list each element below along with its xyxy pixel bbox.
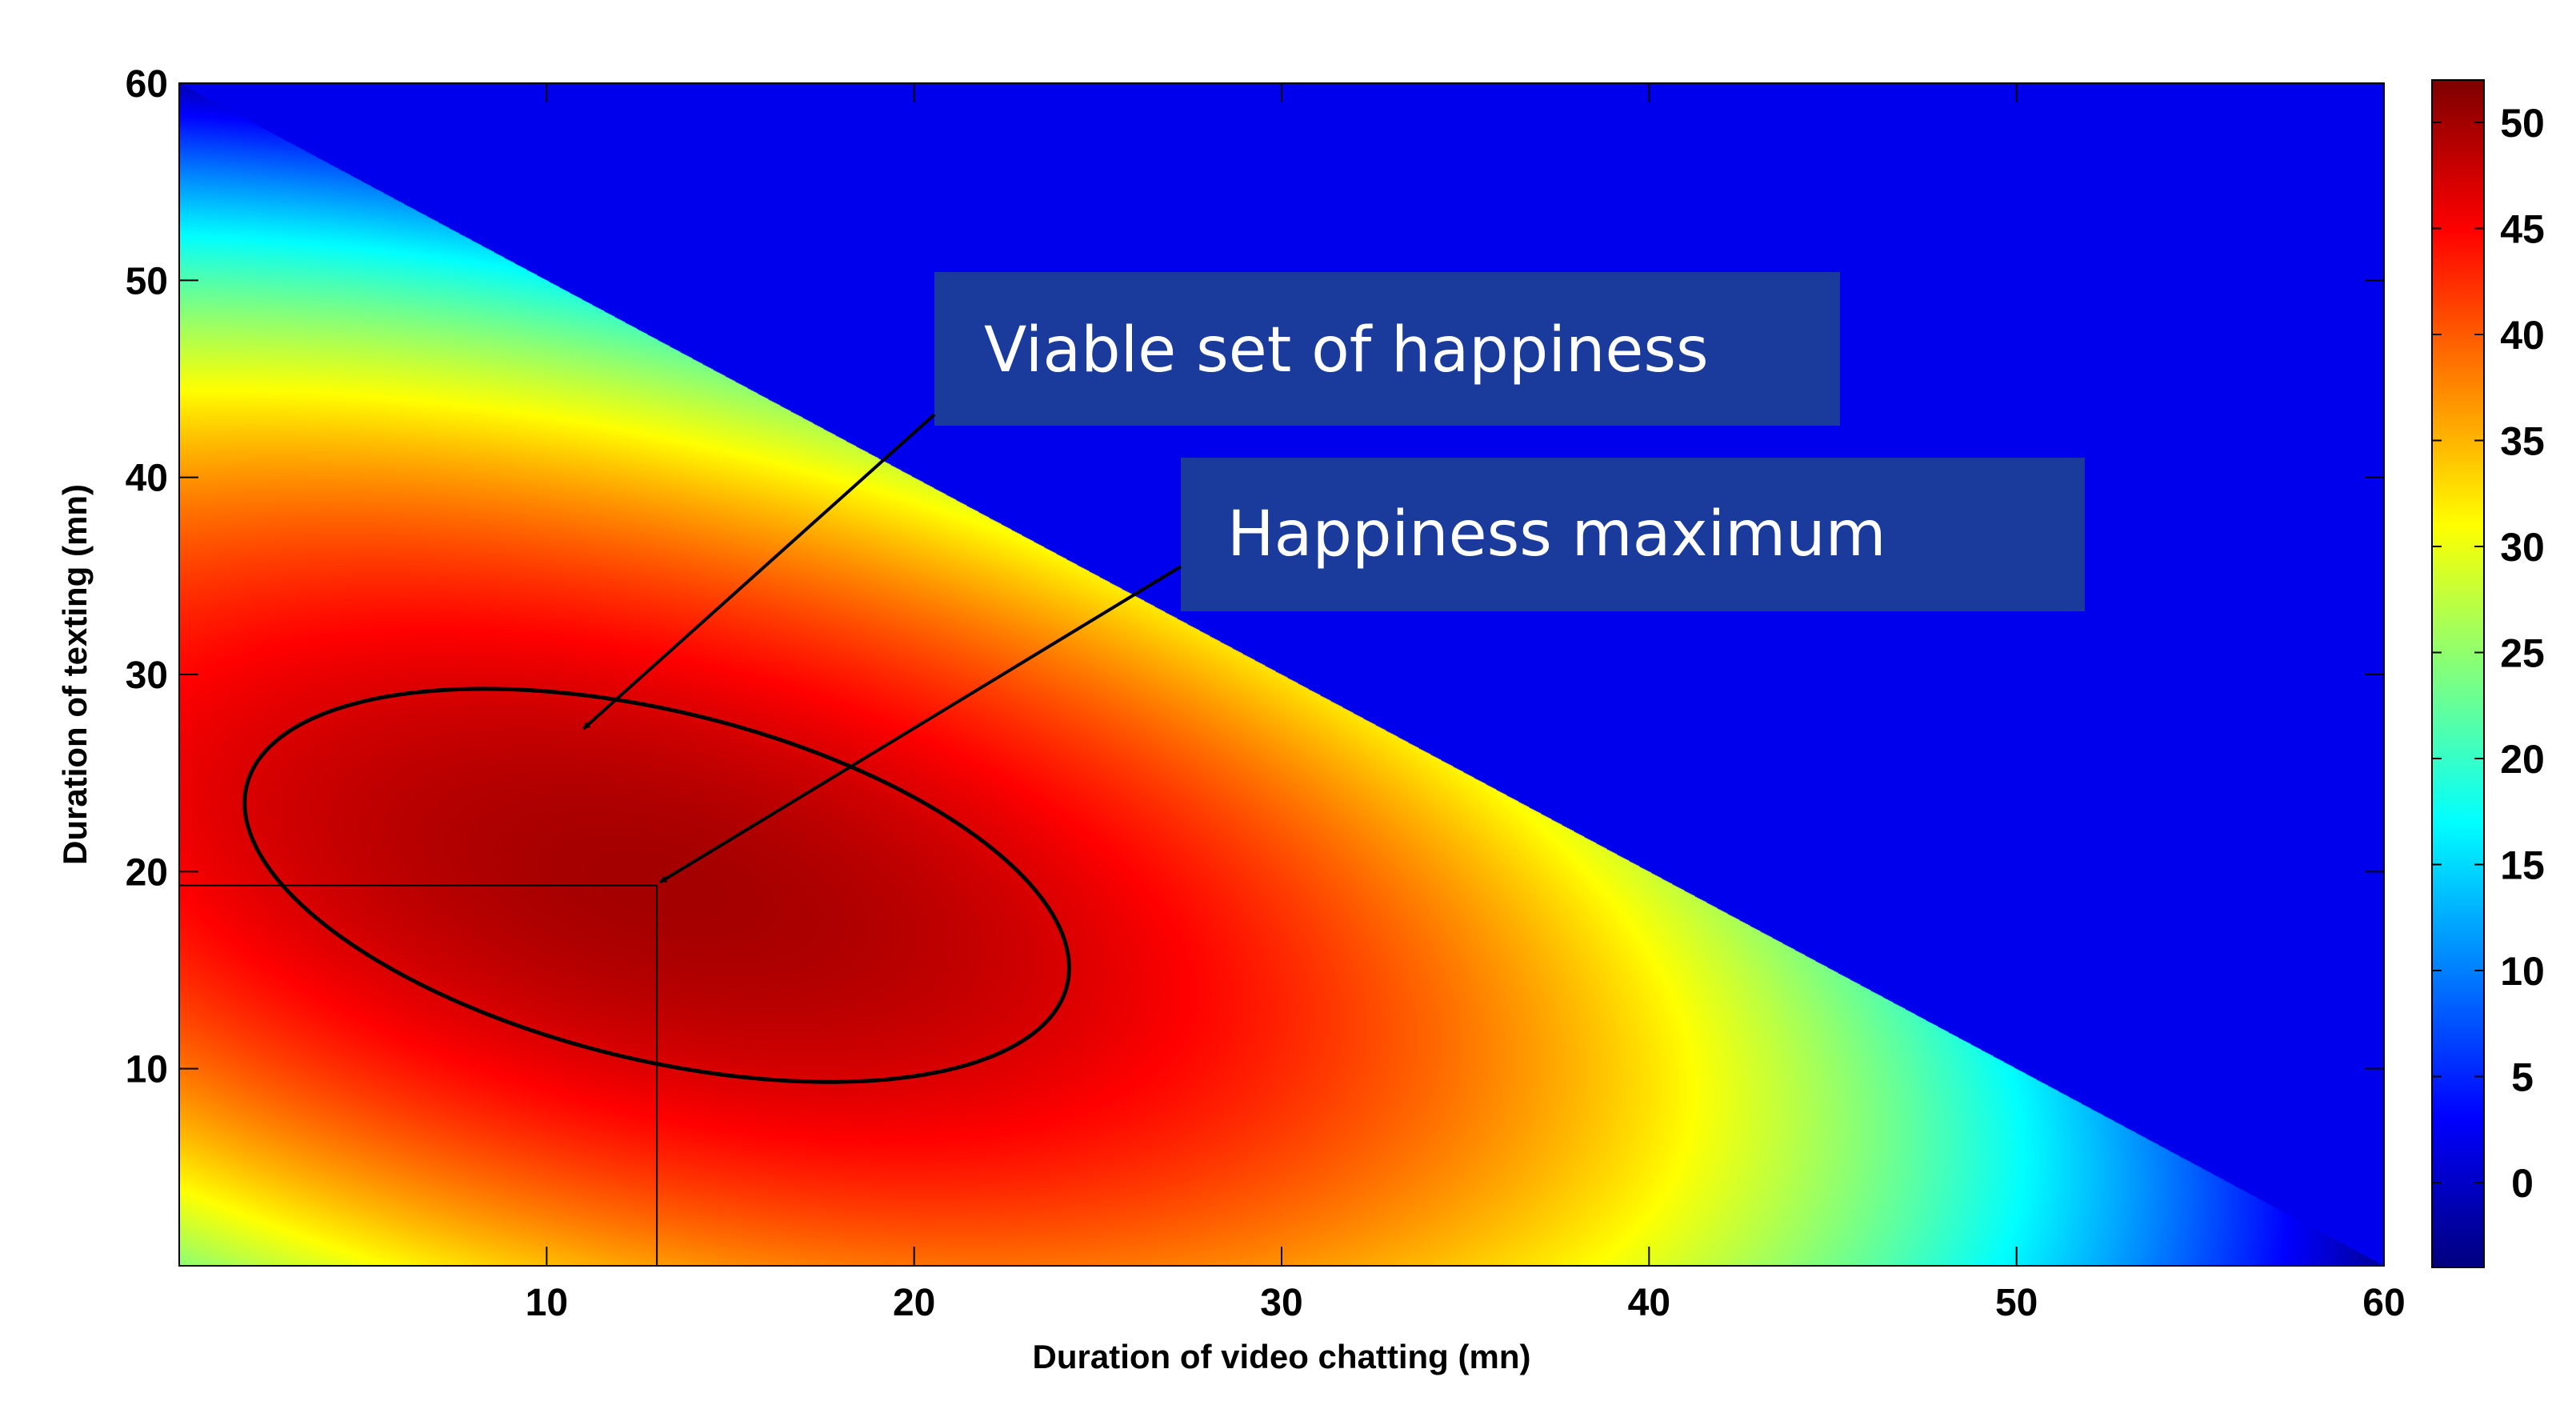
colorbar-tick-label: 35 [2500, 419, 2545, 464]
maximum-guide-lines [179, 884, 658, 1266]
heatmap-image [179, 83, 2384, 1266]
annotation-viable-set: Viable set of happiness [582, 272, 1840, 731]
annotations: Viable set of happiness Happiness maximu… [582, 272, 2085, 884]
annotation-arrow [582, 413, 936, 731]
x-axis-ticks: 10 20 30 40 50 60 [526, 83, 2406, 1324]
colorbar-ticks: 0 5 10 15 20 25 30 35 40 45 50 [2432, 101, 2545, 1206]
colorbar-tick-label: 5 [2511, 1055, 2534, 1100]
colorbar: 0 5 10 15 20 25 30 35 40 45 50 [2431, 79, 2545, 1268]
colorbar-tick-label: 45 [2500, 207, 2545, 252]
annotation-arrow [659, 565, 1182, 884]
y-axis-label: Duration of texting (mn) [56, 484, 94, 865]
annotation-text: Viable set of happiness [984, 314, 1709, 386]
x-tick-label: 50 [1995, 1282, 2038, 1324]
x-tick-label: 60 [2362, 1282, 2405, 1324]
colorbar-tick-label: 15 [2500, 843, 2545, 888]
colorbar-image [2432, 80, 2484, 1267]
annotation-box [1181, 458, 2085, 611]
plot-area [178, 82, 2385, 1267]
colorbar-tick-label: 25 [2500, 631, 2545, 676]
annotation-box [934, 272, 1840, 426]
y-tick-label: 50 [126, 260, 168, 302]
colorbar-tick-label: 30 [2500, 525, 2545, 570]
colorbar-tick-label: 40 [2500, 313, 2545, 358]
colorbar-frame [2431, 79, 2485, 1268]
x-tick-label: 40 [1628, 1282, 1670, 1324]
colorbar-tick-label: 0 [2511, 1161, 2534, 1206]
annotation-maximum: Happiness maximum [659, 458, 2085, 884]
x-axis-label: Duration of video chatting (mn) [1033, 1338, 1531, 1375]
x-tick-label: 30 [1260, 1282, 1302, 1324]
annotation-text: Happiness maximum [1227, 498, 1886, 570]
colorbar-tick-label: 10 [2500, 949, 2545, 994]
x-tick-label: 10 [526, 1282, 568, 1324]
y-axis-ticks: 10 20 30 40 50 60 [126, 63, 2384, 1091]
y-tick-label: 30 [126, 654, 168, 697]
y-tick-label: 60 [126, 63, 168, 106]
y-tick-label: 10 [126, 1049, 168, 1091]
y-tick-label: 40 [126, 458, 168, 500]
x-tick-label: 20 [893, 1282, 935, 1324]
colorbar-tick-label: 50 [2500, 101, 2545, 146]
colorbar-tick-label: 20 [2500, 737, 2545, 782]
y-tick-label: 20 [126, 851, 168, 894]
